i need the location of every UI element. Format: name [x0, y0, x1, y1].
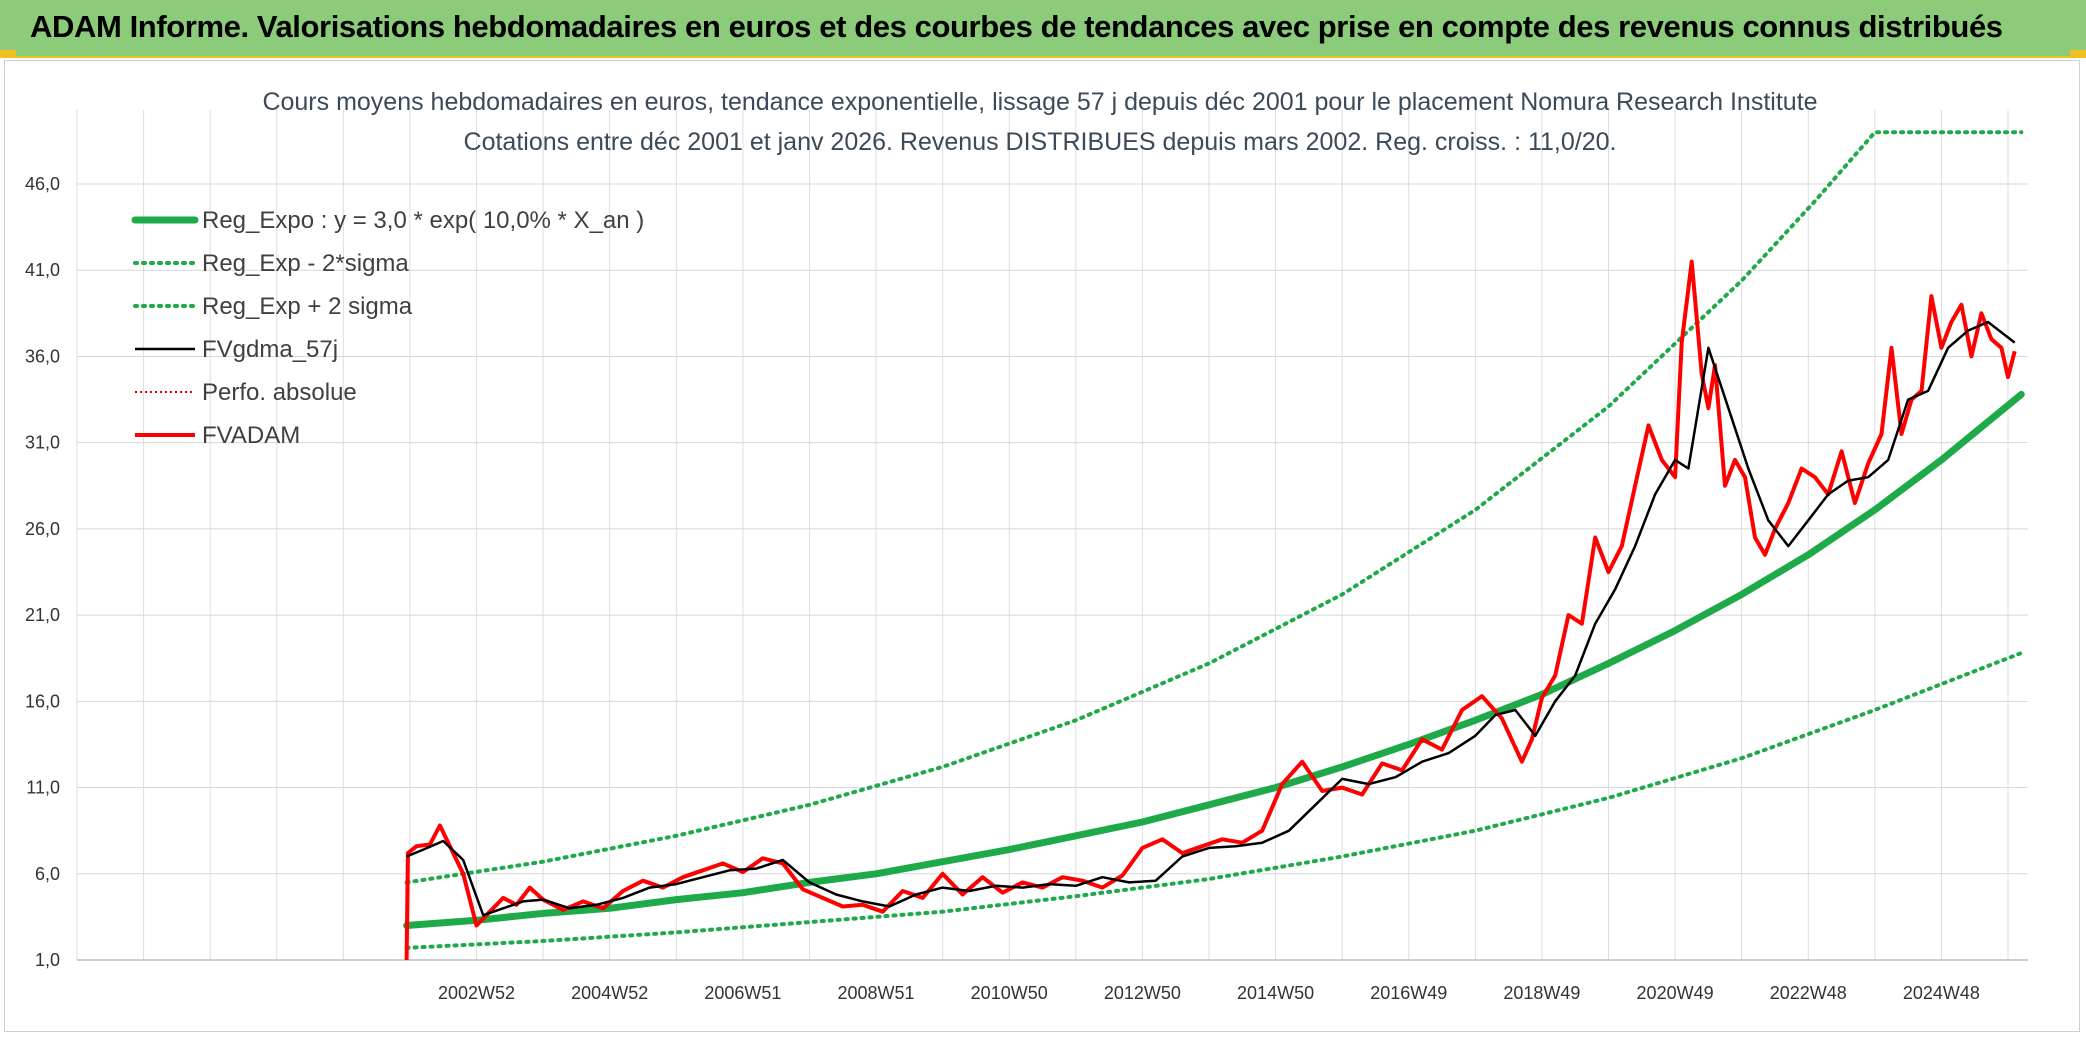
- x-tick-label: 2022W48: [1770, 983, 1847, 1003]
- y-tick-label: 46,0: [25, 174, 60, 194]
- x-tick-label: 2002W52: [438, 983, 515, 1003]
- legend-label: Reg_Expo : y = 3,0 * exp( 10,0% * X_an ): [202, 207, 644, 234]
- reg-expo-line: [403, 390, 2025, 929]
- series-layer: [403, 130, 2025, 961]
- y-tick-label: 16,0: [25, 691, 60, 711]
- x-tick-label: 2006W51: [704, 983, 781, 1003]
- x-tick-label: 2024W48: [1903, 983, 1980, 1003]
- y-tick-label: 31,0: [25, 433, 60, 453]
- legend: Reg_Expo : y = 3,0 * exp( 10,0% * X_an )…: [131, 207, 644, 449]
- legend-label: Perfo. absolue: [202, 379, 357, 406]
- chart-subtitle: Cotations entre déc 2001 et janv 2026. R…: [464, 128, 1617, 156]
- grid-layer: [76, 110, 2028, 961]
- x-tick-label: 2008W51: [838, 983, 915, 1003]
- x-tick-label: 2010W50: [971, 983, 1048, 1003]
- axes-layer: 1,0 6,0 11,0 16,0 21,0 26,0 31,0 36,0 41,0 46,0 20…: [25, 174, 2028, 1003]
- x-tick-label: 2004W52: [571, 983, 648, 1003]
- legend-label: Reg_Exp + 2 sigma: [202, 293, 413, 320]
- x-tick-label: 2014W50: [1237, 983, 1314, 1003]
- y-tick-label: 1,0: [35, 950, 60, 970]
- chart-title: Cours moyens hebdomadaires en euros, ten…: [262, 88, 1817, 116]
- header-corner-left: [0, 50, 16, 58]
- legend-label: Reg_Exp - 2*sigma: [202, 250, 409, 277]
- x-tick-label: 2016W49: [1370, 983, 1447, 1003]
- y-tick-label: 6,0: [35, 864, 60, 884]
- x-tick-label: 2012W50: [1104, 983, 1181, 1003]
- y-tick-label: 36,0: [25, 346, 60, 366]
- header-corner-right: [2070, 50, 2086, 58]
- fvadam-line: [404, 259, 2017, 961]
- legend-label: FVgdma_57j: [202, 336, 338, 363]
- x-tick-label: 2018W49: [1503, 983, 1580, 1003]
- header-title: ADAM Informe. Valorisations hebdomadaire…: [30, 9, 2003, 44]
- y-tick-label: 26,0: [25, 519, 60, 539]
- legend-label: FVADAM: [202, 422, 300, 449]
- reg-exp-minus-2sigma-line: [404, 651, 2024, 950]
- x-tick-label: 2020W49: [1637, 983, 1714, 1003]
- header-bar: ADAM Informe. Valorisations hebdomadaire…: [0, 0, 2086, 58]
- y-tick-label: 21,0: [25, 605, 60, 625]
- y-tick-label: 11,0: [26, 778, 60, 798]
- fvgdma-57j-line: [406, 320, 2016, 917]
- reg-exp-plus-2sigma-line: [404, 130, 2024, 885]
- chart-frame: [4, 60, 2080, 1032]
- y-tick-label: 41,0: [25, 260, 60, 280]
